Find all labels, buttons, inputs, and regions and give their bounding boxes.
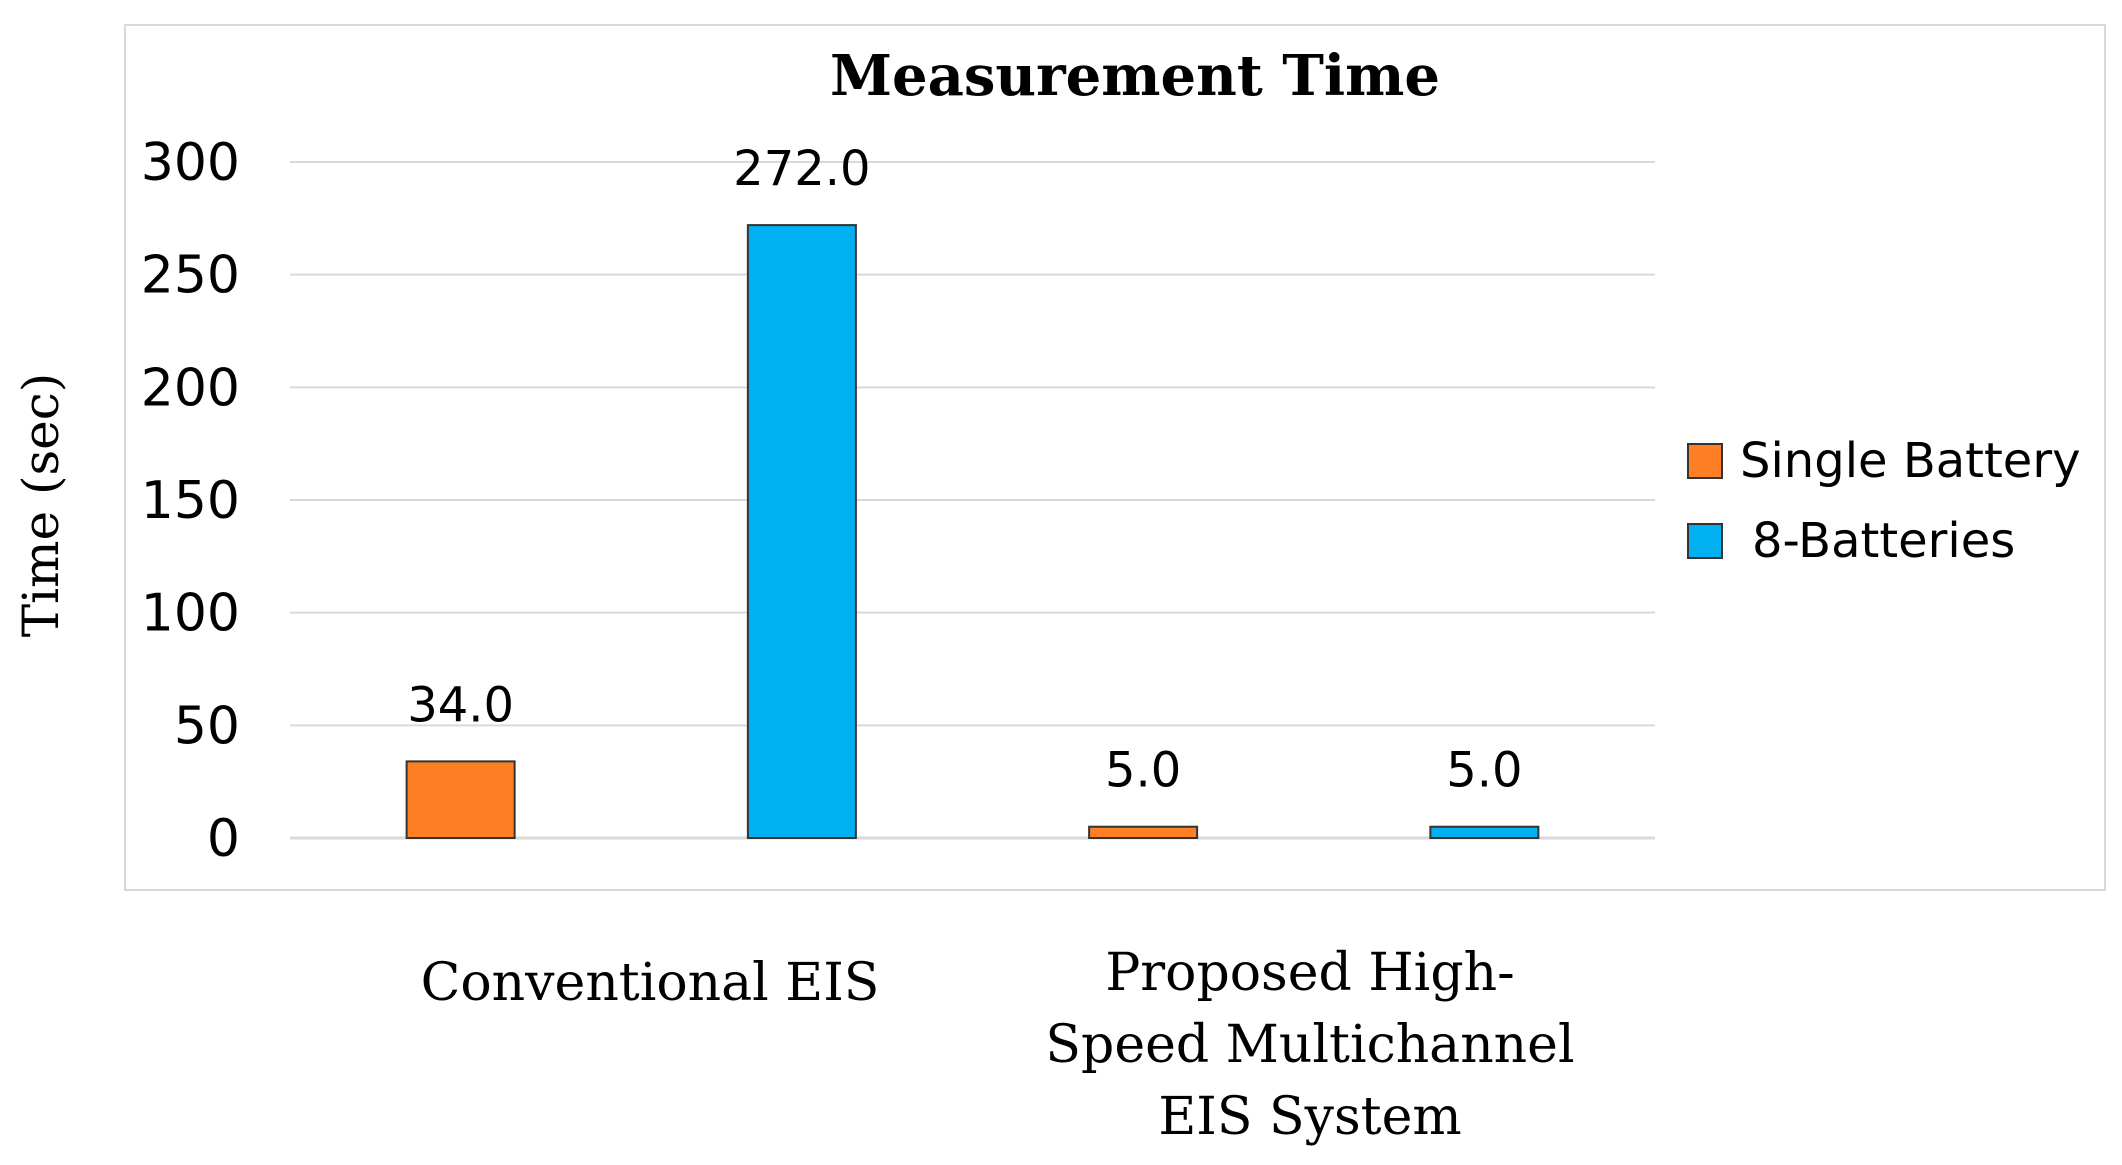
x-category-label: EIS System — [1158, 1087, 1461, 1147]
legend: Single Battery 8-Batteries — [1687, 433, 2080, 569]
data-label: 5.0 — [1446, 743, 1522, 799]
bar-single-battery-1 — [405, 760, 516, 839]
value-labels: 34.0 272.0 5.0 5.0 — [407, 141, 1522, 799]
y-tick-label: 0 — [207, 809, 240, 869]
bar-8-batteries-1 — [746, 224, 857, 840]
x-category-label: Conventional EIS — [421, 953, 880, 1013]
x-axis-categories: Conventional EIS Proposed High- Speed Mult… — [421, 943, 1575, 1147]
y-tick-label: 100 — [141, 584, 240, 644]
legend-item-8-batteries: 8-Batteries — [1687, 513, 2015, 569]
legend-item-single-battery: Single Battery — [1687, 433, 2080, 489]
bar-single-battery-2 — [1088, 825, 1199, 840]
grid-lines — [290, 161, 1655, 840]
y-tick-label: 250 — [141, 246, 240, 306]
x-category-label: Proposed High- — [1105, 943, 1514, 1003]
bars — [405, 224, 1540, 840]
y-axis-label: Time (sec) — [12, 373, 70, 638]
data-label: 5.0 — [1105, 743, 1181, 799]
chart-frame — [124, 24, 2106, 891]
y-tick-label: 200 — [141, 358, 240, 418]
data-label: 272.0 — [733, 141, 870, 197]
legend-swatch-single-battery — [1687, 443, 1723, 479]
data-label: 34.0 — [407, 677, 514, 733]
legend-label-single-battery: Single Battery — [1740, 433, 2080, 489]
x-category-label: Speed Multichannel — [1045, 1015, 1574, 1075]
y-tick-label: 300 — [141, 133, 240, 193]
legend-swatch-8-batteries — [1687, 523, 1723, 559]
y-tick-label: 150 — [141, 471, 240, 531]
chart-title: Measurement Time — [830, 43, 1440, 109]
bar-8-batteries-2 — [1429, 825, 1540, 840]
y-axis-ticks: 0 50 100 150 200 250 300 — [141, 133, 240, 869]
y-tick-label: 50 — [174, 696, 240, 756]
legend-label-8-batteries: 8-Batteries — [1752, 513, 2015, 569]
